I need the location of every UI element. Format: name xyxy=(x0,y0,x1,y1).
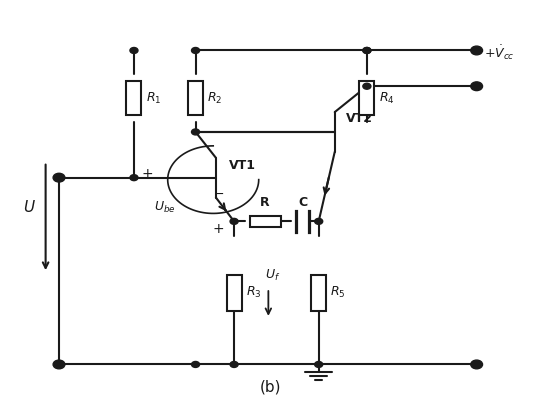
Text: $+\dot{V}_{cc}$: $+\dot{V}_{cc}$ xyxy=(484,43,514,62)
Bar xyxy=(227,275,242,311)
Circle shape xyxy=(230,361,238,368)
Circle shape xyxy=(315,218,322,224)
Circle shape xyxy=(192,48,200,54)
Circle shape xyxy=(363,83,371,89)
Circle shape xyxy=(363,48,371,54)
Bar xyxy=(359,81,374,115)
Text: $+$: $+$ xyxy=(212,222,224,235)
Circle shape xyxy=(315,361,322,368)
Text: $R_4$: $R_4$ xyxy=(379,91,394,106)
Text: C: C xyxy=(298,196,307,210)
Circle shape xyxy=(471,82,483,91)
Circle shape xyxy=(53,360,65,369)
Text: $R_1$: $R_1$ xyxy=(146,91,161,106)
Text: $R_3$: $R_3$ xyxy=(246,285,261,301)
Text: $U$: $U$ xyxy=(23,199,36,216)
Text: $R_2$: $R_2$ xyxy=(207,91,222,106)
Text: $R_5$: $R_5$ xyxy=(331,285,346,301)
Circle shape xyxy=(53,173,65,182)
Bar xyxy=(127,81,141,115)
Circle shape xyxy=(130,174,138,181)
Circle shape xyxy=(471,360,483,369)
Circle shape xyxy=(192,361,200,368)
Bar xyxy=(188,81,203,115)
Text: $U_{be}$: $U_{be}$ xyxy=(154,200,176,215)
Text: $-$: $-$ xyxy=(213,187,224,200)
Text: VT2: VT2 xyxy=(346,112,372,125)
Text: $+$: $+$ xyxy=(141,168,154,181)
Text: $U_f$: $U_f$ xyxy=(265,268,280,283)
Text: (b): (b) xyxy=(260,379,281,394)
Circle shape xyxy=(192,129,200,135)
Circle shape xyxy=(471,46,483,55)
Circle shape xyxy=(130,48,138,54)
Bar xyxy=(249,216,281,226)
Text: R: R xyxy=(260,196,270,210)
Text: VT1: VT1 xyxy=(229,159,256,172)
Circle shape xyxy=(363,48,371,54)
Circle shape xyxy=(230,218,238,224)
Bar xyxy=(311,275,326,311)
